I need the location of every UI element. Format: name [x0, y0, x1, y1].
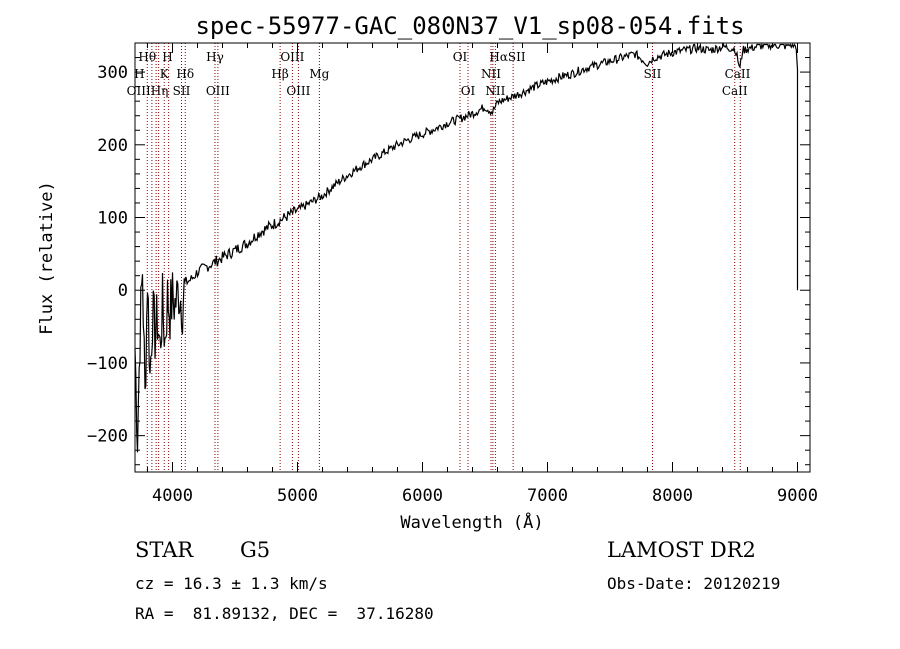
- x-tick-label: 8000: [652, 486, 693, 506]
- spectral-line-label: OI: [453, 50, 468, 64]
- spectral-line-label: CaII: [725, 67, 751, 81]
- x-tick-label: 9000: [777, 486, 818, 506]
- spectrum-plot: spec-55977-GAC_080N37_V1_sp08-054.fits H…: [37, 12, 818, 533]
- spectral-line-label: OI: [461, 84, 476, 98]
- spectral-line-label: SII: [173, 84, 191, 98]
- spectral-line-label: H: [134, 67, 144, 81]
- y-tick-label: 300: [97, 63, 128, 83]
- spectral-line-label: K: [160, 67, 170, 81]
- spectral-line-label: OIIIHη: [127, 84, 169, 98]
- spectral-line-label: Hβ: [271, 67, 288, 81]
- x-axis-title: Wavelength (Å): [400, 511, 543, 533]
- spectral-line-label: Hγ: [206, 50, 224, 64]
- y-tick-label: 0: [118, 281, 128, 301]
- y-tick-label: −200: [87, 427, 128, 447]
- y-axis-title: Flux (relative): [37, 181, 57, 335]
- spectral-line-label: HαSII: [489, 50, 526, 64]
- object-class: STAR: [135, 538, 194, 562]
- spectral-line-label: Hδ: [176, 67, 194, 81]
- x-tick-label: 4000: [152, 486, 193, 506]
- x-tick-label: 5000: [277, 486, 318, 506]
- plot-frame: [134, 42, 811, 473]
- y-axis: −200 −100 0 100 200 300: [87, 42, 810, 466]
- spectral-line-label: NII: [485, 84, 505, 98]
- y-tick-label: −100: [87, 354, 128, 374]
- spectral-line-label: NII: [481, 67, 501, 81]
- chart-title: spec-55977-GAC_080N37_V1_sp08-054.fits: [195, 12, 744, 40]
- spectral-line-label: Mg: [309, 67, 329, 81]
- spectral-line-label: OIII: [206, 84, 230, 98]
- object-subclass: G5: [240, 538, 271, 562]
- spectral-line-label: CaII: [722, 84, 748, 98]
- redshift-cz: cz = 16.3 ± 1.3 km/s: [135, 574, 328, 593]
- spectral-line-label: SII: [644, 67, 662, 81]
- x-tick-label: 7000: [527, 486, 568, 506]
- spectrum-line: [134, 42, 799, 453]
- spectral-line-label: OIII: [280, 50, 304, 64]
- spectral-line-markers: [146, 43, 741, 472]
- x-axis: 4000 5000 6000 7000 8000 9000: [147, 43, 818, 506]
- y-tick-label: 100: [97, 209, 128, 229]
- spectral-line-label: Hθ: [138, 50, 156, 64]
- coordinates: RA = 81.89132, DEC = 37.16280: [135, 604, 434, 623]
- y-tick-label: 200: [97, 136, 128, 156]
- spectral-line-label: H: [162, 50, 172, 64]
- survey-name: LAMOST DR2: [607, 538, 756, 562]
- x-tick-label: 6000: [402, 486, 443, 506]
- observation-date: Obs-Date: 20120219: [607, 574, 781, 593]
- spectral-line-label: OIII: [286, 84, 310, 98]
